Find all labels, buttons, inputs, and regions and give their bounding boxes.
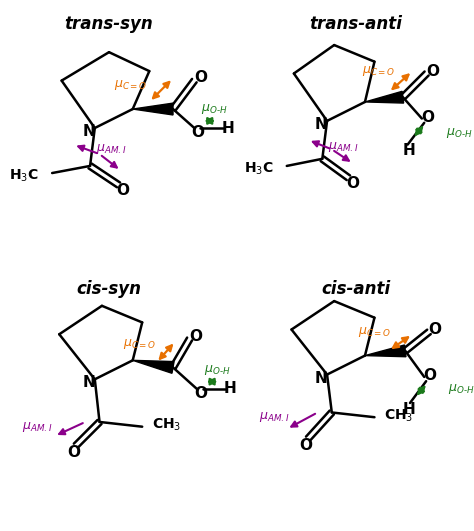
Text: H$_3$C: H$_3$C — [9, 167, 39, 184]
Text: $\mu_{C=O}$: $\mu_{C=O}$ — [114, 79, 147, 92]
Polygon shape — [365, 345, 406, 357]
Text: CH$_3$: CH$_3$ — [152, 417, 181, 433]
Text: H: H — [402, 143, 415, 158]
Text: $\mu_{O\text{-}H}$: $\mu_{O\text{-}H}$ — [204, 363, 230, 377]
Text: $\mu_{O\text{-}H}$: $\mu_{O\text{-}H}$ — [201, 102, 228, 116]
Text: $\mu_{O\text{-}H}$: $\mu_{O\text{-}H}$ — [448, 382, 474, 396]
Text: $\mu_{C=O}$: $\mu_{C=O}$ — [358, 325, 391, 339]
Text: $\mu_{AM.I}$: $\mu_{AM.I}$ — [328, 140, 359, 154]
Text: $\mu_{O\text{-}H}$: $\mu_{O\text{-}H}$ — [446, 126, 472, 140]
Text: N: N — [82, 124, 95, 139]
Text: O: O — [117, 183, 130, 198]
Text: trans-anti: trans-anti — [309, 15, 402, 33]
Text: O: O — [346, 176, 360, 191]
Text: O: O — [194, 70, 207, 85]
Text: cis-anti: cis-anti — [321, 280, 390, 298]
Text: O: O — [189, 329, 202, 344]
Text: N: N — [315, 371, 328, 386]
Text: O: O — [421, 110, 434, 125]
Text: $\mu_{AM.I}$: $\mu_{AM.I}$ — [22, 419, 52, 434]
Text: O: O — [424, 368, 437, 383]
Text: O: O — [191, 125, 204, 140]
Text: N: N — [82, 375, 95, 390]
Text: H: H — [222, 121, 234, 135]
Text: trans-syn: trans-syn — [64, 15, 154, 33]
Text: O: O — [426, 64, 439, 79]
Text: H: H — [402, 402, 415, 417]
Polygon shape — [133, 361, 174, 373]
Text: O: O — [194, 386, 207, 401]
Text: $\mu_{C=O}$: $\mu_{C=O}$ — [363, 64, 396, 78]
Text: H: H — [224, 381, 237, 396]
Text: O: O — [428, 322, 441, 337]
Text: H$_3$C: H$_3$C — [244, 160, 274, 176]
Polygon shape — [365, 91, 404, 103]
Text: O: O — [67, 445, 80, 460]
Text: O: O — [299, 438, 312, 452]
Text: CH$_3$: CH$_3$ — [384, 407, 413, 424]
Text: cis-syn: cis-syn — [76, 280, 142, 298]
Polygon shape — [133, 103, 173, 115]
Text: $\mu_{AM.I}$: $\mu_{AM.I}$ — [259, 410, 289, 424]
Text: $\mu_{AM.I}$: $\mu_{AM.I}$ — [96, 142, 127, 156]
Text: N: N — [315, 117, 328, 132]
Text: $\mu_{C=O}$: $\mu_{C=O}$ — [123, 337, 156, 351]
